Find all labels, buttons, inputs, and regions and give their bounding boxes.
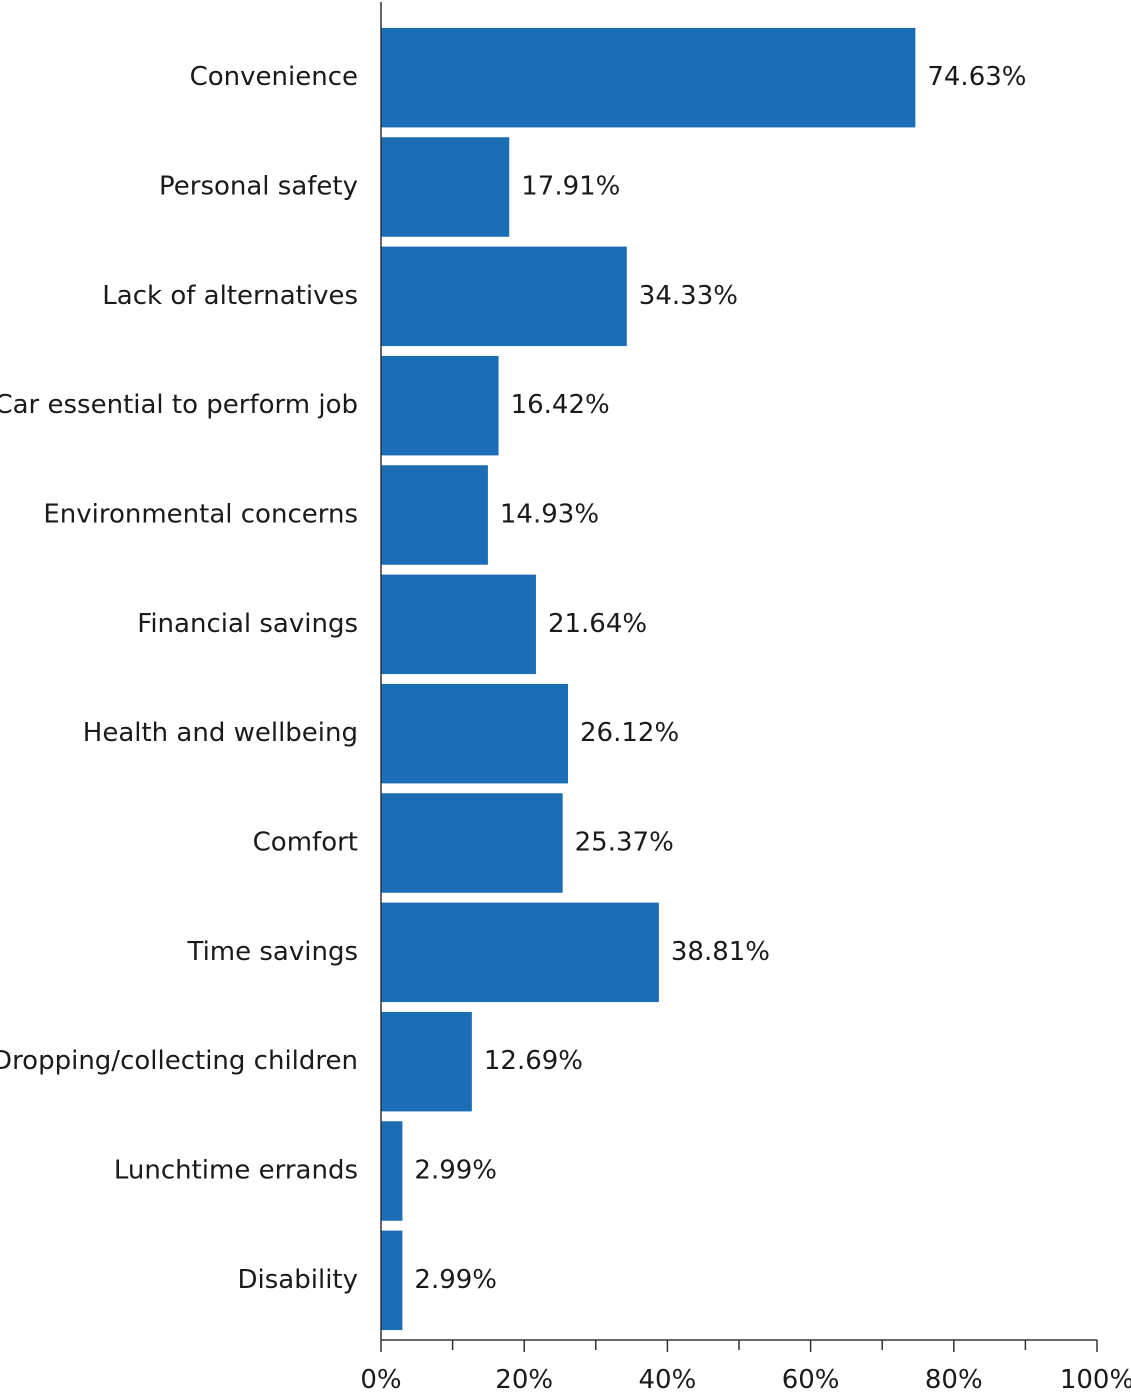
x-tick-label-80: 80% [925, 1365, 983, 1394]
bar-car-essential-to-perform-job [381, 355, 499, 456]
bar-disability [381, 1230, 403, 1331]
bar-comfort [381, 793, 563, 893]
value-label-environmental-concerns: 14.93% [500, 500, 599, 530]
category-label-comfort: Comfort [253, 828, 358, 858]
bar-lack-of-alternatives [381, 246, 627, 347]
category-label-time-savings: Time savings [186, 937, 358, 967]
bar-health-and-wellbeing [381, 683, 569, 784]
bar-financial-savings [381, 574, 536, 675]
value-label-disability: 2.99% [414, 1265, 497, 1295]
value-labels: 74.63% 17.91% 34.33% 16.42% 14.93% 21.64% 26.1… [414, 62, 1026, 1295]
x-tick-label-100: 100% [1060, 1365, 1131, 1394]
category-label-financial-savings: Financial savings [137, 609, 358, 639]
category-label-personal-safety: Personal safety [159, 172, 358, 202]
category-labels: Convenience Personal safety Lack of altern… [0, 62, 358, 1295]
category-label-car-essential-to-perform-job: Car essential to perform job [0, 390, 358, 420]
category-label-lack-of-alternatives: Lack of alternatives [102, 281, 358, 311]
category-label-lunchtime-errands: Lunchtime errands [114, 1156, 358, 1186]
x-tick-label-40: 40% [639, 1365, 697, 1394]
bar-lunchtime-errands [381, 1121, 403, 1221]
bar-personal-safety [381, 137, 510, 237]
x-axis-ticks: 0% 20% 40% 60% 80% 100% [360, 1340, 1131, 1394]
category-label-disability: Disability [238, 1265, 358, 1295]
bar-time-savings [381, 902, 659, 1003]
value-label-comfort: 25.37% [575, 828, 674, 858]
value-label-financial-savings: 21.64% [548, 609, 647, 639]
value-label-lack-of-alternatives: 34.33% [639, 281, 738, 311]
value-label-lunchtime-errands: 2.99% [414, 1156, 497, 1186]
value-label-convenience: 74.63% [927, 62, 1026, 92]
bar-dropping-collecting-children [381, 1011, 472, 1112]
value-label-personal-safety: 17.91% [521, 172, 620, 202]
value-label-health-and-wellbeing: 26.12% [580, 718, 679, 748]
bar-environmental-concerns [381, 465, 488, 565]
x-tick-label-20: 20% [495, 1365, 553, 1394]
x-tick-label-0: 0% [360, 1365, 401, 1394]
category-label-environmental-concerns: Environmental concerns [43, 500, 358, 530]
value-label-car-essential-to-perform-job: 16.42% [511, 390, 610, 420]
x-tick-label-60: 60% [782, 1365, 840, 1394]
category-label-health-and-wellbeing: Health and wellbeing [83, 718, 358, 748]
value-label-dropping-collecting-children: 12.69% [484, 1046, 583, 1076]
category-label-convenience: Convenience [190, 62, 358, 92]
value-label-time-savings: 38.81% [671, 937, 770, 967]
bars-group [381, 27, 916, 1331]
category-label-dropping-collecting-children: Dropping/collecting children [0, 1046, 358, 1076]
bar-convenience [381, 27, 916, 128]
